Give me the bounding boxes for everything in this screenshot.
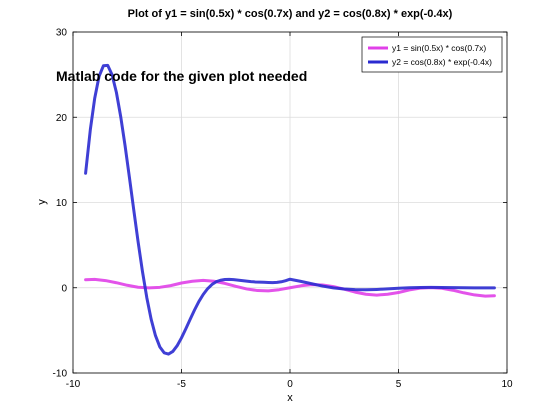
y-tick-label: 20 — [56, 113, 68, 124]
x-tick-label: 10 — [501, 379, 513, 390]
y-tick-label: 10 — [56, 198, 68, 209]
series-layer — [84, 63, 496, 356]
legend-label-y2: y2 = cos(0.8x) * exp(-0.4x) — [392, 57, 492, 67]
legend-box — [361, 36, 503, 73]
axis-ticks: -10 -5 0 5 10 -10 0 10 20 30 — [53, 28, 513, 391]
annotation-text: Matlab code for the given plot needed — [56, 68, 307, 84]
y-axis-label: y — [36, 199, 48, 205]
y-tick-label: 30 — [56, 28, 68, 39]
x-axis-label: x — [287, 392, 293, 404]
chart-title: Plot of y1 = sin(0.5x) * cos(0.7x) and y… — [128, 8, 453, 20]
y-tick-label: 0 — [61, 283, 67, 294]
legend: y1 = sin(0.5x) * cos(0.7x) y2 = cos(0.8x… — [361, 36, 503, 73]
x-tick-label: -5 — [177, 379, 186, 390]
x-tick-label: 5 — [396, 379, 402, 390]
x-tick-label: -10 — [66, 379, 81, 390]
x-tick-label: 0 — [287, 379, 293, 390]
series-line-y2 — [84, 63, 496, 356]
y-tick-label: -10 — [53, 369, 68, 380]
legend-label-y1: y1 = sin(0.5x) * cos(0.7x) — [392, 43, 486, 53]
